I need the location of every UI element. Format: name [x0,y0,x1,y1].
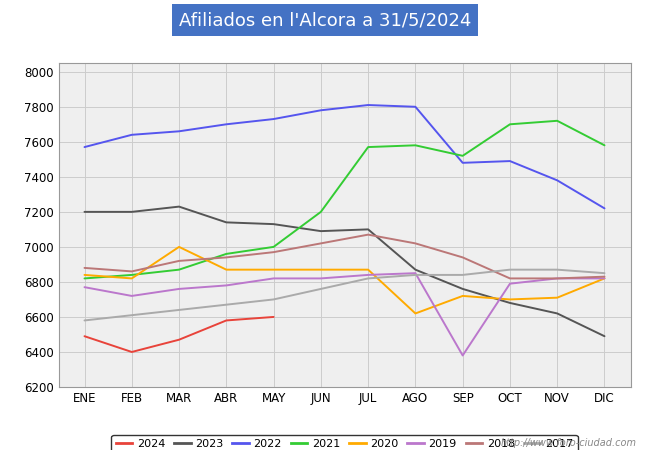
Legend: 2024, 2023, 2022, 2021, 2020, 2019, 2018, 2017: 2024, 2023, 2022, 2021, 2020, 2019, 2018… [111,435,578,450]
Text: Afiliados en l'Alcora a 31/5/2024: Afiliados en l'Alcora a 31/5/2024 [179,11,471,29]
Text: http://www.foro-ciudad.com: http://www.foro-ciudad.com [501,438,637,448]
